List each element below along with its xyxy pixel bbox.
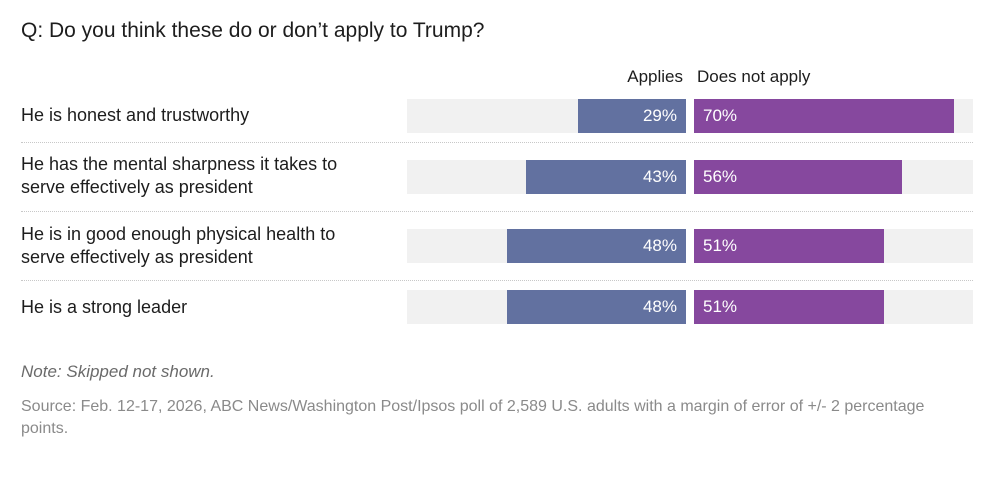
chart-title: Q: Do you think these do or don’t apply …	[21, 19, 485, 42]
bar-does-not-apply	[694, 229, 884, 263]
row-label: He is honest and trustworthy	[21, 104, 401, 127]
bar-applies	[526, 160, 686, 194]
bar-applies	[578, 99, 686, 133]
column-header-does-not-apply: Does not apply	[697, 67, 811, 86]
column-header-applies: Applies	[627, 67, 683, 86]
row-divider	[21, 280, 973, 281]
bar-label-applies: 48%	[642, 297, 677, 316]
chart-note: Note: Skipped not shown.	[21, 362, 215, 381]
bar-label-does-not-apply: 56%	[703, 167, 738, 186]
chart-source: Source: Feb. 12-17, 2026, ABC News/Washi…	[21, 398, 925, 437]
bar-applies	[507, 229, 686, 263]
row-label-line: He is in good enough physical health to	[21, 224, 336, 244]
bar-label-applies: 43%	[642, 167, 677, 186]
row-label-line: serve effectively as president	[21, 247, 253, 267]
bar-does-not-apply	[694, 99, 954, 133]
row-label: He is a strong leader	[21, 296, 401, 319]
row-label-line: serve effectively as president	[21, 177, 253, 197]
bar-label-does-not-apply: 51%	[703, 297, 738, 316]
bar-label-applies: 29%	[642, 106, 677, 125]
row-label-line: He is honest and trustworthy	[21, 105, 250, 125]
row-label-line: He has the mental sharpness it takes to	[21, 154, 338, 174]
bar-label-applies: 48%	[642, 236, 677, 255]
row-label-line: He is a strong leader	[21, 297, 188, 317]
bar-applies	[507, 290, 686, 324]
row-divider	[21, 142, 973, 143]
bar-does-not-apply	[694, 160, 902, 194]
bar-does-not-apply	[694, 290, 884, 324]
row-label: He has the mental sharpness it takes to s…	[21, 153, 401, 199]
bar-label-does-not-apply: 70%	[703, 106, 738, 125]
bar-label-does-not-apply: 51%	[703, 236, 738, 255]
row-label: He is in good enough physical health to s…	[21, 223, 401, 269]
row-divider	[21, 211, 973, 212]
